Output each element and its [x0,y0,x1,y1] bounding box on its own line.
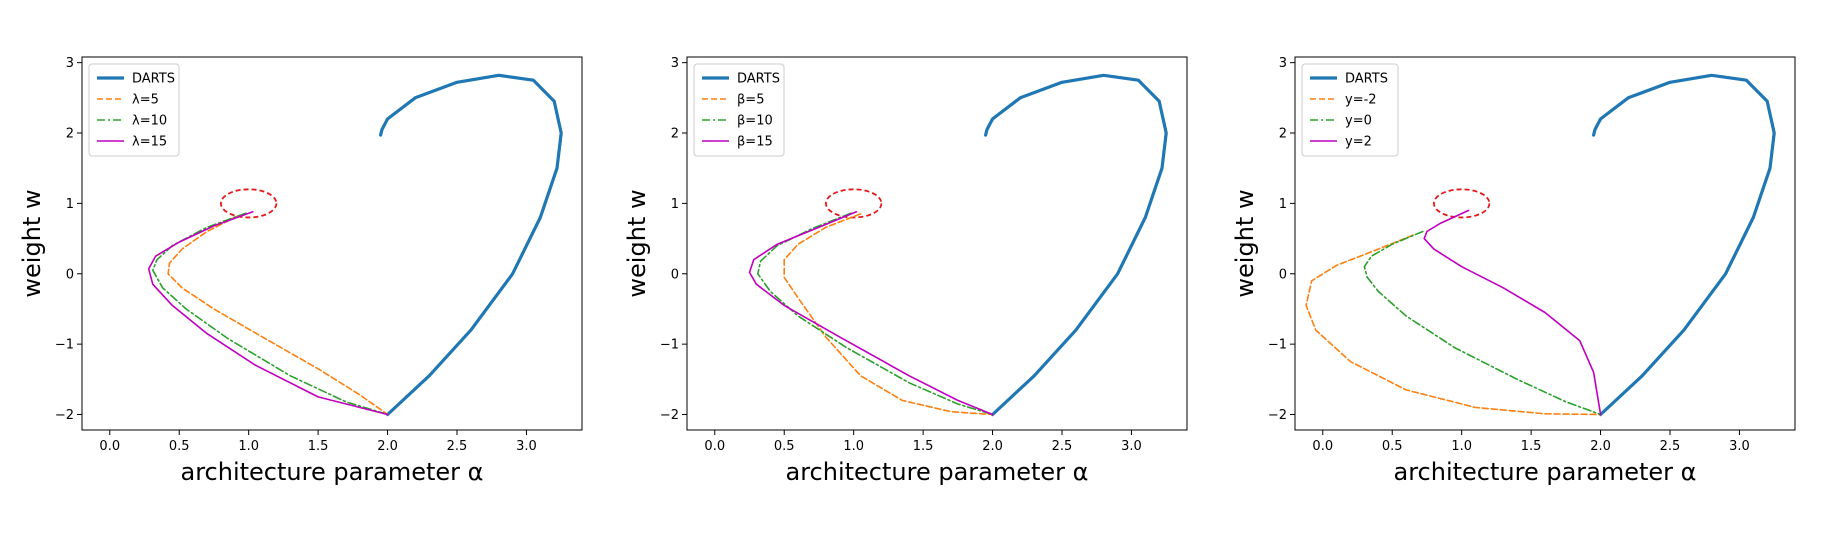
y-tick-label: −2 [660,408,679,423]
y-tick-label: 1 [1279,197,1287,212]
series-line-2 [1305,234,1602,416]
legend-label: λ=5 [132,93,159,108]
legend-label: DARTS [737,72,780,87]
y-tick-label: 3 [1279,56,1287,71]
legend-label: y=0 [1345,114,1372,129]
y-tick-label: −1 [55,338,74,353]
y-axis-label: weight w [1231,189,1259,297]
axes-frame [1294,56,1796,431]
x-tick-label: 1.5 [308,439,329,454]
x-tick-label: 0.0 [99,439,120,454]
y-tick-label: 3 [671,56,679,71]
x-tick-label: 1.0 [843,439,864,454]
y-tick-label: 2 [66,127,74,142]
target-circle [219,188,278,219]
legend-label: β=10 [737,114,773,129]
y-tick-label: 1 [66,197,74,212]
y-tick-label: 0 [66,267,74,282]
x-tick-label: 2.0 [1590,439,1611,454]
legend-label: λ=10 [132,114,167,129]
x-tick-label: 2.0 [377,439,398,454]
legend-label: β=15 [737,135,773,150]
series-line-3 [1363,230,1602,416]
y-tick-label: 1 [671,197,679,212]
legend-label: β=5 [737,93,764,108]
x-tick-label: 3.0 [1121,439,1142,454]
x-tick-label: 2.5 [447,439,468,454]
axes-frame [686,56,1188,431]
x-tick-label: 0.5 [774,439,795,454]
target-circle [824,188,883,219]
y-tick-label: 2 [1279,127,1287,142]
x-axis-label: architecture parameter α [181,458,484,486]
x-tick-label: 0.5 [169,439,190,454]
x-tick-label: 2.5 [1660,439,1681,454]
plot-area [1305,73,1776,417]
series-line-1 [983,73,1168,417]
legend-box [693,63,785,157]
chart-panel-3: 0.0 0.5 1.0 1.5 2.0 2.5 3.0 −2 −1 0 1 2 3 architectur… [1231,56,1796,486]
y-tick-label: 2 [671,127,679,142]
legend-label: λ=15 [132,135,167,150]
series-line-3 [152,212,389,416]
series-line-2 [167,215,389,416]
x-tick-label: 0.0 [704,439,725,454]
y-tick-label: 0 [671,267,679,282]
chart-panel-2: 0.0 0.5 1.0 1.5 2.0 2.5 3.0 −2 −1 0 1 2 3 architectur… [623,56,1188,486]
x-tick-label: 1.0 [238,439,259,454]
x-tick-label: 2.0 [982,439,1003,454]
series-line-1 [1591,73,1776,417]
x-tick-label: 3.0 [516,439,537,454]
plot-area [147,73,563,417]
legend-label: y=2 [1345,135,1372,150]
y-tick-label: −1 [1268,338,1287,353]
legend-box [1301,63,1399,157]
series-line-1 [379,73,563,417]
chart-panel-1: 0.0 0.5 1.0 1.5 2.0 2.5 3.0 −2 −1 0 1 2 3 architectur… [18,56,583,486]
series-line-4 [1423,209,1602,416]
x-tick-label: 0.5 [1382,439,1403,454]
axes-frame [81,56,583,431]
series-line-3 [756,212,994,416]
x-tick-label: 1.0 [1451,439,1472,454]
y-tick-label: 3 [66,56,74,71]
x-axis-label: architecture parameter α [1394,458,1697,486]
y-axis-label: weight w [18,189,46,297]
legend-label: DARTS [132,72,175,87]
target-circle [1432,188,1491,219]
x-tick-label: 1.5 [913,439,934,454]
legend-label: DARTS [1345,72,1388,87]
x-tick-label: 0.0 [1312,439,1333,454]
y-tick-label: 0 [1279,267,1287,282]
x-axis-label: architecture parameter α [786,458,1089,486]
y-tick-label: −1 [660,338,679,353]
series-line-4 [147,211,389,416]
y-tick-label: −2 [55,408,74,423]
y-axis-label: weight w [623,189,651,297]
plot-area [748,73,1168,417]
x-tick-label: 3.0 [1729,439,1750,454]
legend-label: y=-2 [1345,93,1377,108]
series-line-4 [748,211,994,416]
x-tick-label: 2.5 [1052,439,1073,454]
series-line-2 [783,213,994,416]
legend-box [88,63,180,157]
y-tick-label: −2 [1268,408,1287,423]
x-tick-label: 1.5 [1521,439,1542,454]
